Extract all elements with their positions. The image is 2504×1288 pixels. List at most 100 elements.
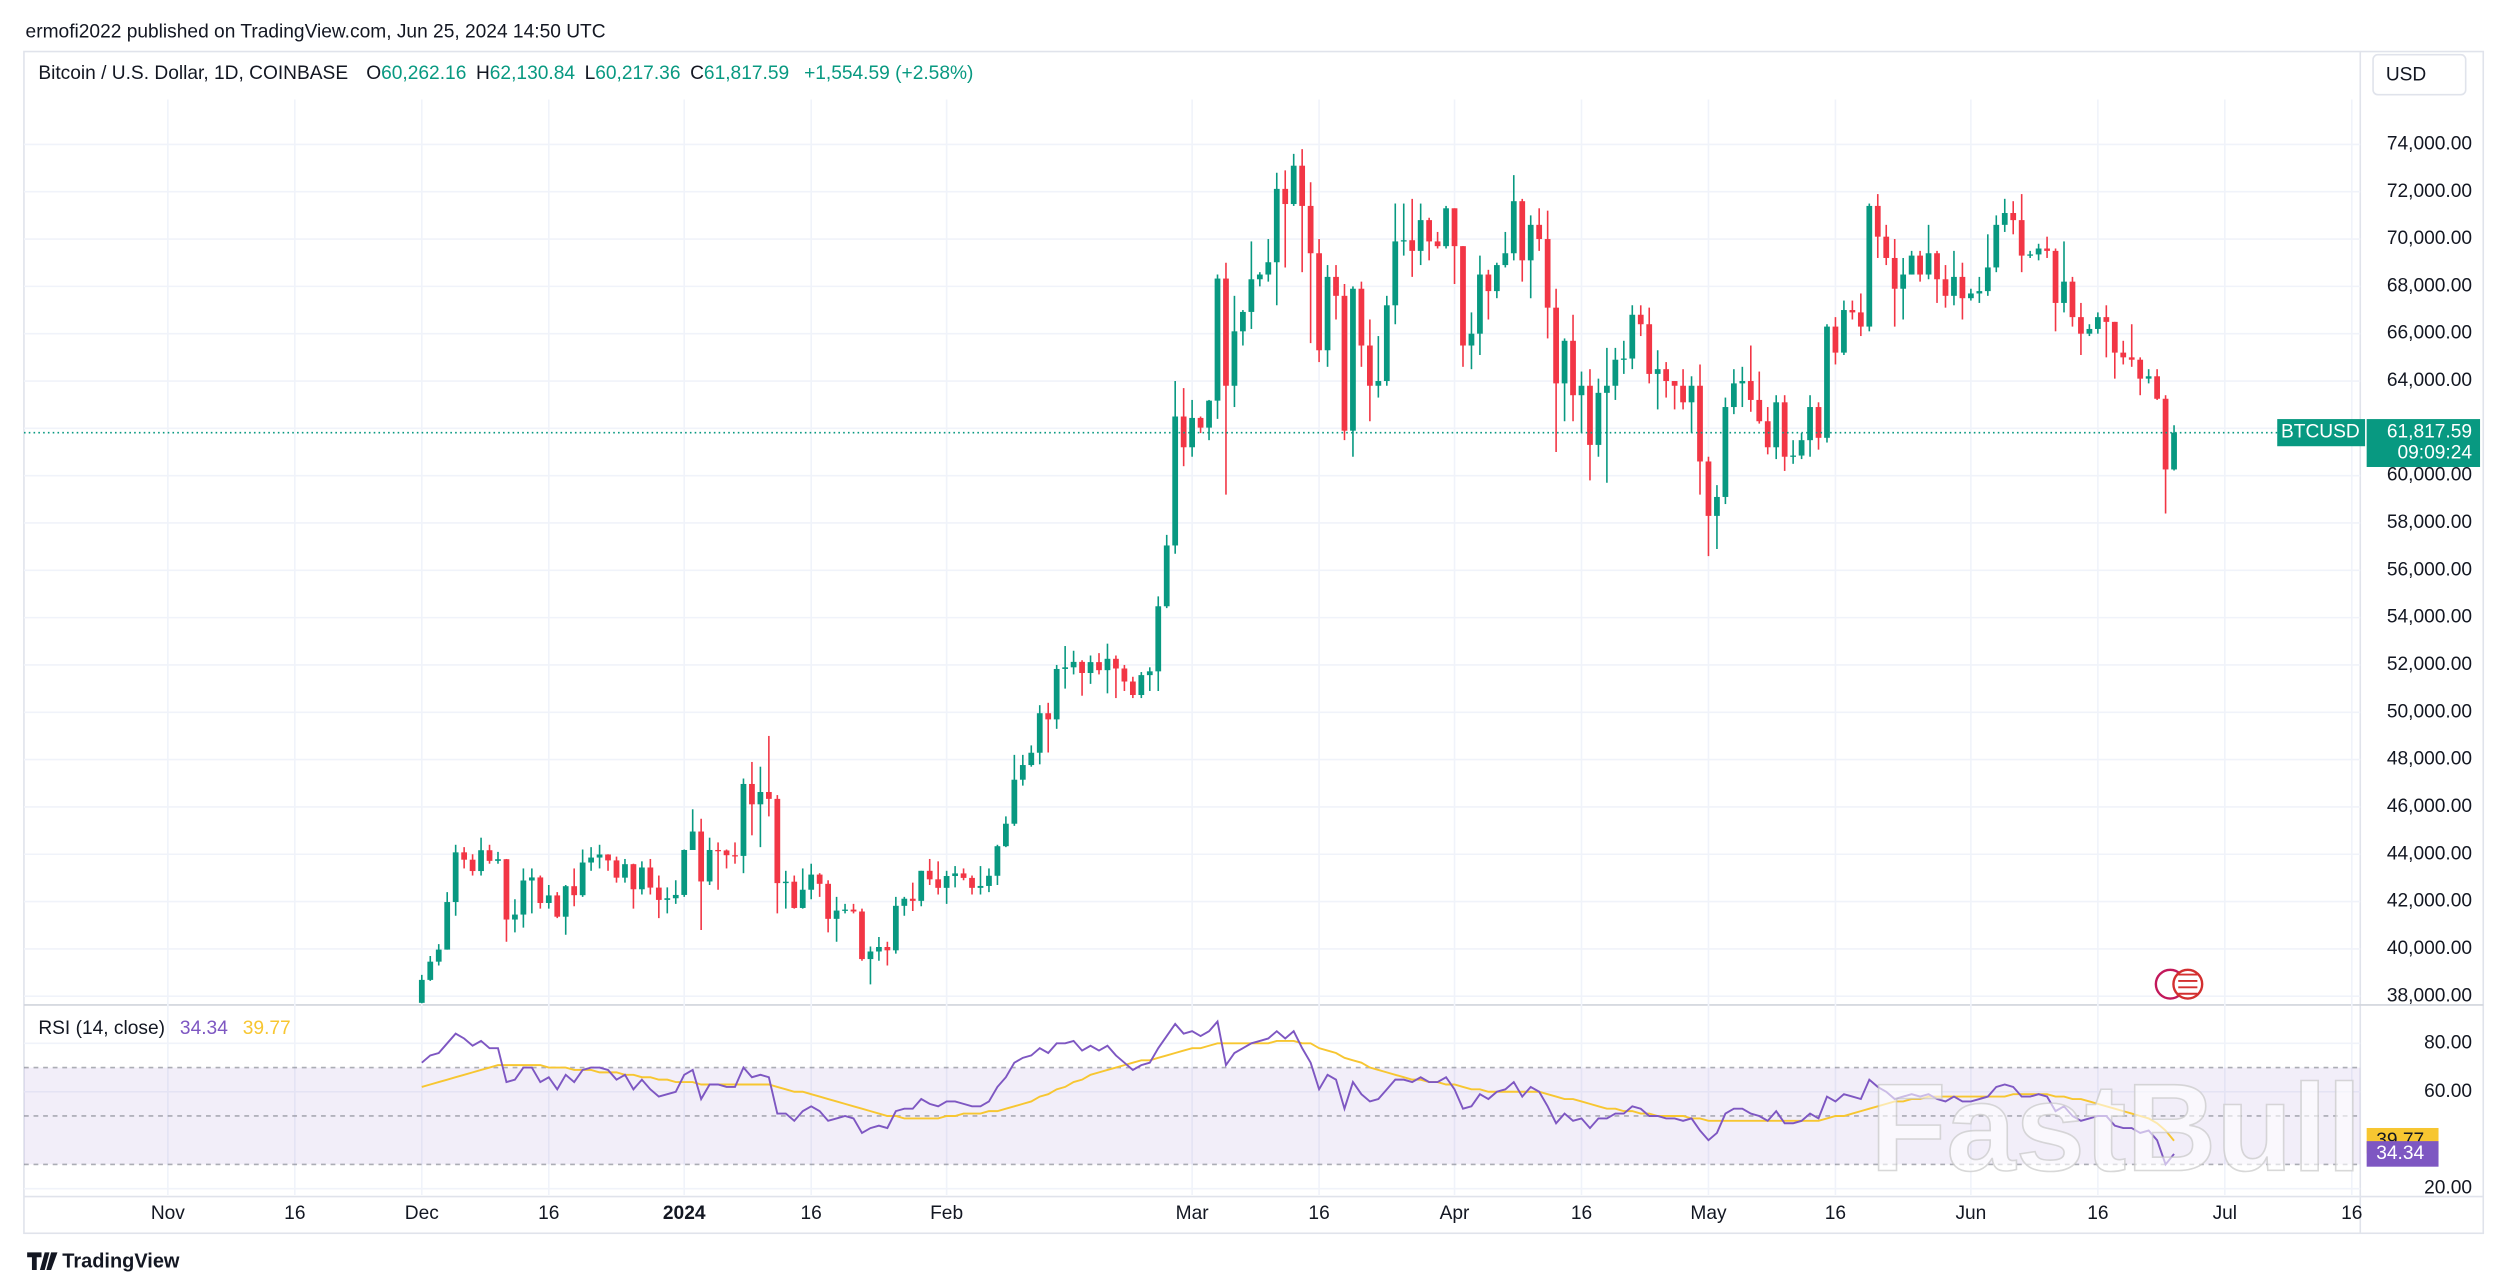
candle-body (1807, 407, 1813, 441)
candle-body (1976, 291, 1983, 294)
candle-body (1290, 165, 1297, 205)
candle-body (1307, 205, 1314, 254)
candle-body (994, 846, 1001, 876)
y-tick-label: 42,000.00 (2387, 891, 2472, 912)
y-tick-label: 48,000.00 (2387, 749, 2472, 770)
rsi-legend: RSI (14, close) 34.34 39.77 (38, 1018, 290, 1039)
candle-body (1493, 265, 1500, 292)
candle-body (2044, 248, 2050, 251)
y-tick-label: 38,000.00 (2387, 985, 2472, 1006)
y-tick-label: 66,000.00 (2387, 323, 2472, 344)
candle-body (1316, 253, 1322, 351)
candle-body (715, 849, 721, 852)
currency-button[interactable] (2372, 53, 2467, 96)
y-tick-label: 46,000.00 (2387, 796, 2472, 817)
candle-body (706, 849, 713, 882)
candle-body (732, 855, 738, 857)
x-tick-label: Jun (1955, 1203, 1986, 1224)
price-badge (2366, 419, 2481, 467)
candle-body (664, 898, 671, 900)
candle-body (1146, 671, 1153, 676)
candle-body (1240, 311, 1246, 332)
x-tick-label: Mar (1176, 1203, 1210, 1224)
y-tick-label: 44,000.00 (2387, 843, 2472, 864)
candle-body (2154, 376, 2160, 399)
candle-body (512, 914, 518, 920)
candle-body (469, 859, 476, 872)
candle-body (1578, 385, 1585, 396)
candle-body (833, 910, 840, 919)
candle-body (1747, 381, 1754, 400)
candle-body (960, 873, 967, 878)
candle-body (1273, 188, 1280, 263)
candle-body (808, 874, 815, 890)
y-tick-label: 74,000.00 (2387, 133, 2472, 154)
candle-body (478, 850, 484, 872)
candle-body (816, 874, 823, 884)
candle-body (613, 860, 620, 878)
legend-key: H (476, 63, 490, 84)
legend-key: C (690, 63, 704, 84)
footer: TradingView (62, 1250, 180, 1272)
candle-body (1604, 385, 1610, 393)
x-tick-label: 16 (801, 1203, 822, 1224)
candle-body (1959, 276, 1966, 299)
candle-body (825, 883, 831, 919)
candle-body (1003, 823, 1009, 847)
y2-tick-label: 20.00 (2424, 1178, 2472, 1199)
x-tick-label: Nov (151, 1203, 185, 1224)
frame (23, 50, 2485, 1235)
currency[interactable]: USD (2386, 65, 2426, 86)
candle-body (1434, 241, 1441, 247)
candle-body (655, 887, 662, 900)
price-label: 61,817.59 (2387, 422, 2472, 443)
legend-key: L (585, 63, 596, 84)
candle-body (1392, 241, 1399, 306)
x-tick-label: Apr (1440, 1203, 1470, 1224)
candle-body (1849, 310, 1856, 313)
candle-body (1680, 385, 1686, 403)
candle-body (1019, 765, 1026, 780)
candle-body (1925, 253, 1932, 275)
legend-value: 61,817.59 (704, 63, 789, 84)
candle-body (1756, 399, 1763, 422)
candle-body (1739, 381, 1746, 384)
y2-tick-label: 80.00 (2424, 1032, 2472, 1053)
candle-body (1172, 416, 1179, 546)
candle-body (2086, 328, 2093, 334)
y-tick-label: 68,000.00 (2387, 275, 2472, 296)
candle-body (672, 894, 679, 899)
candle-body (1790, 455, 1796, 457)
y-tick-label: 64,000.00 (2387, 370, 2472, 391)
candle-body (1443, 208, 1449, 247)
x-tick-label: 16 (2341, 1203, 2362, 1224)
candle-body (918, 870, 925, 901)
candle-body (1248, 279, 1255, 312)
candle-body (1400, 240, 1407, 242)
candle-body (503, 859, 510, 920)
y-tick-label: 50,000.00 (2387, 701, 2472, 722)
candle-body (1426, 220, 1433, 242)
candle-body (1062, 667, 1069, 669)
candle-body (562, 886, 569, 917)
candle-body (545, 895, 552, 903)
candle-body (605, 854, 611, 861)
candle-body (520, 880, 527, 915)
candle-body (1866, 205, 1873, 327)
candle-body (1637, 314, 1644, 325)
candle-body (1663, 369, 1670, 382)
candle-body (1324, 276, 1331, 351)
x-tick-label: 16 (1571, 1203, 1592, 1224)
candle-body (986, 875, 992, 886)
candle-body (554, 895, 561, 917)
candle-body (1730, 383, 1737, 408)
candle-body (1570, 340, 1576, 396)
candle-body (859, 911, 865, 960)
candle-body (1764, 421, 1771, 448)
symbol-badge (2277, 419, 2366, 447)
candle-body (2120, 352, 2127, 358)
candle-body (1214, 278, 1221, 401)
candle-body (850, 909, 857, 912)
y-tick-label: 72,000.00 (2387, 181, 2472, 202)
candle-body (1883, 236, 1890, 258)
